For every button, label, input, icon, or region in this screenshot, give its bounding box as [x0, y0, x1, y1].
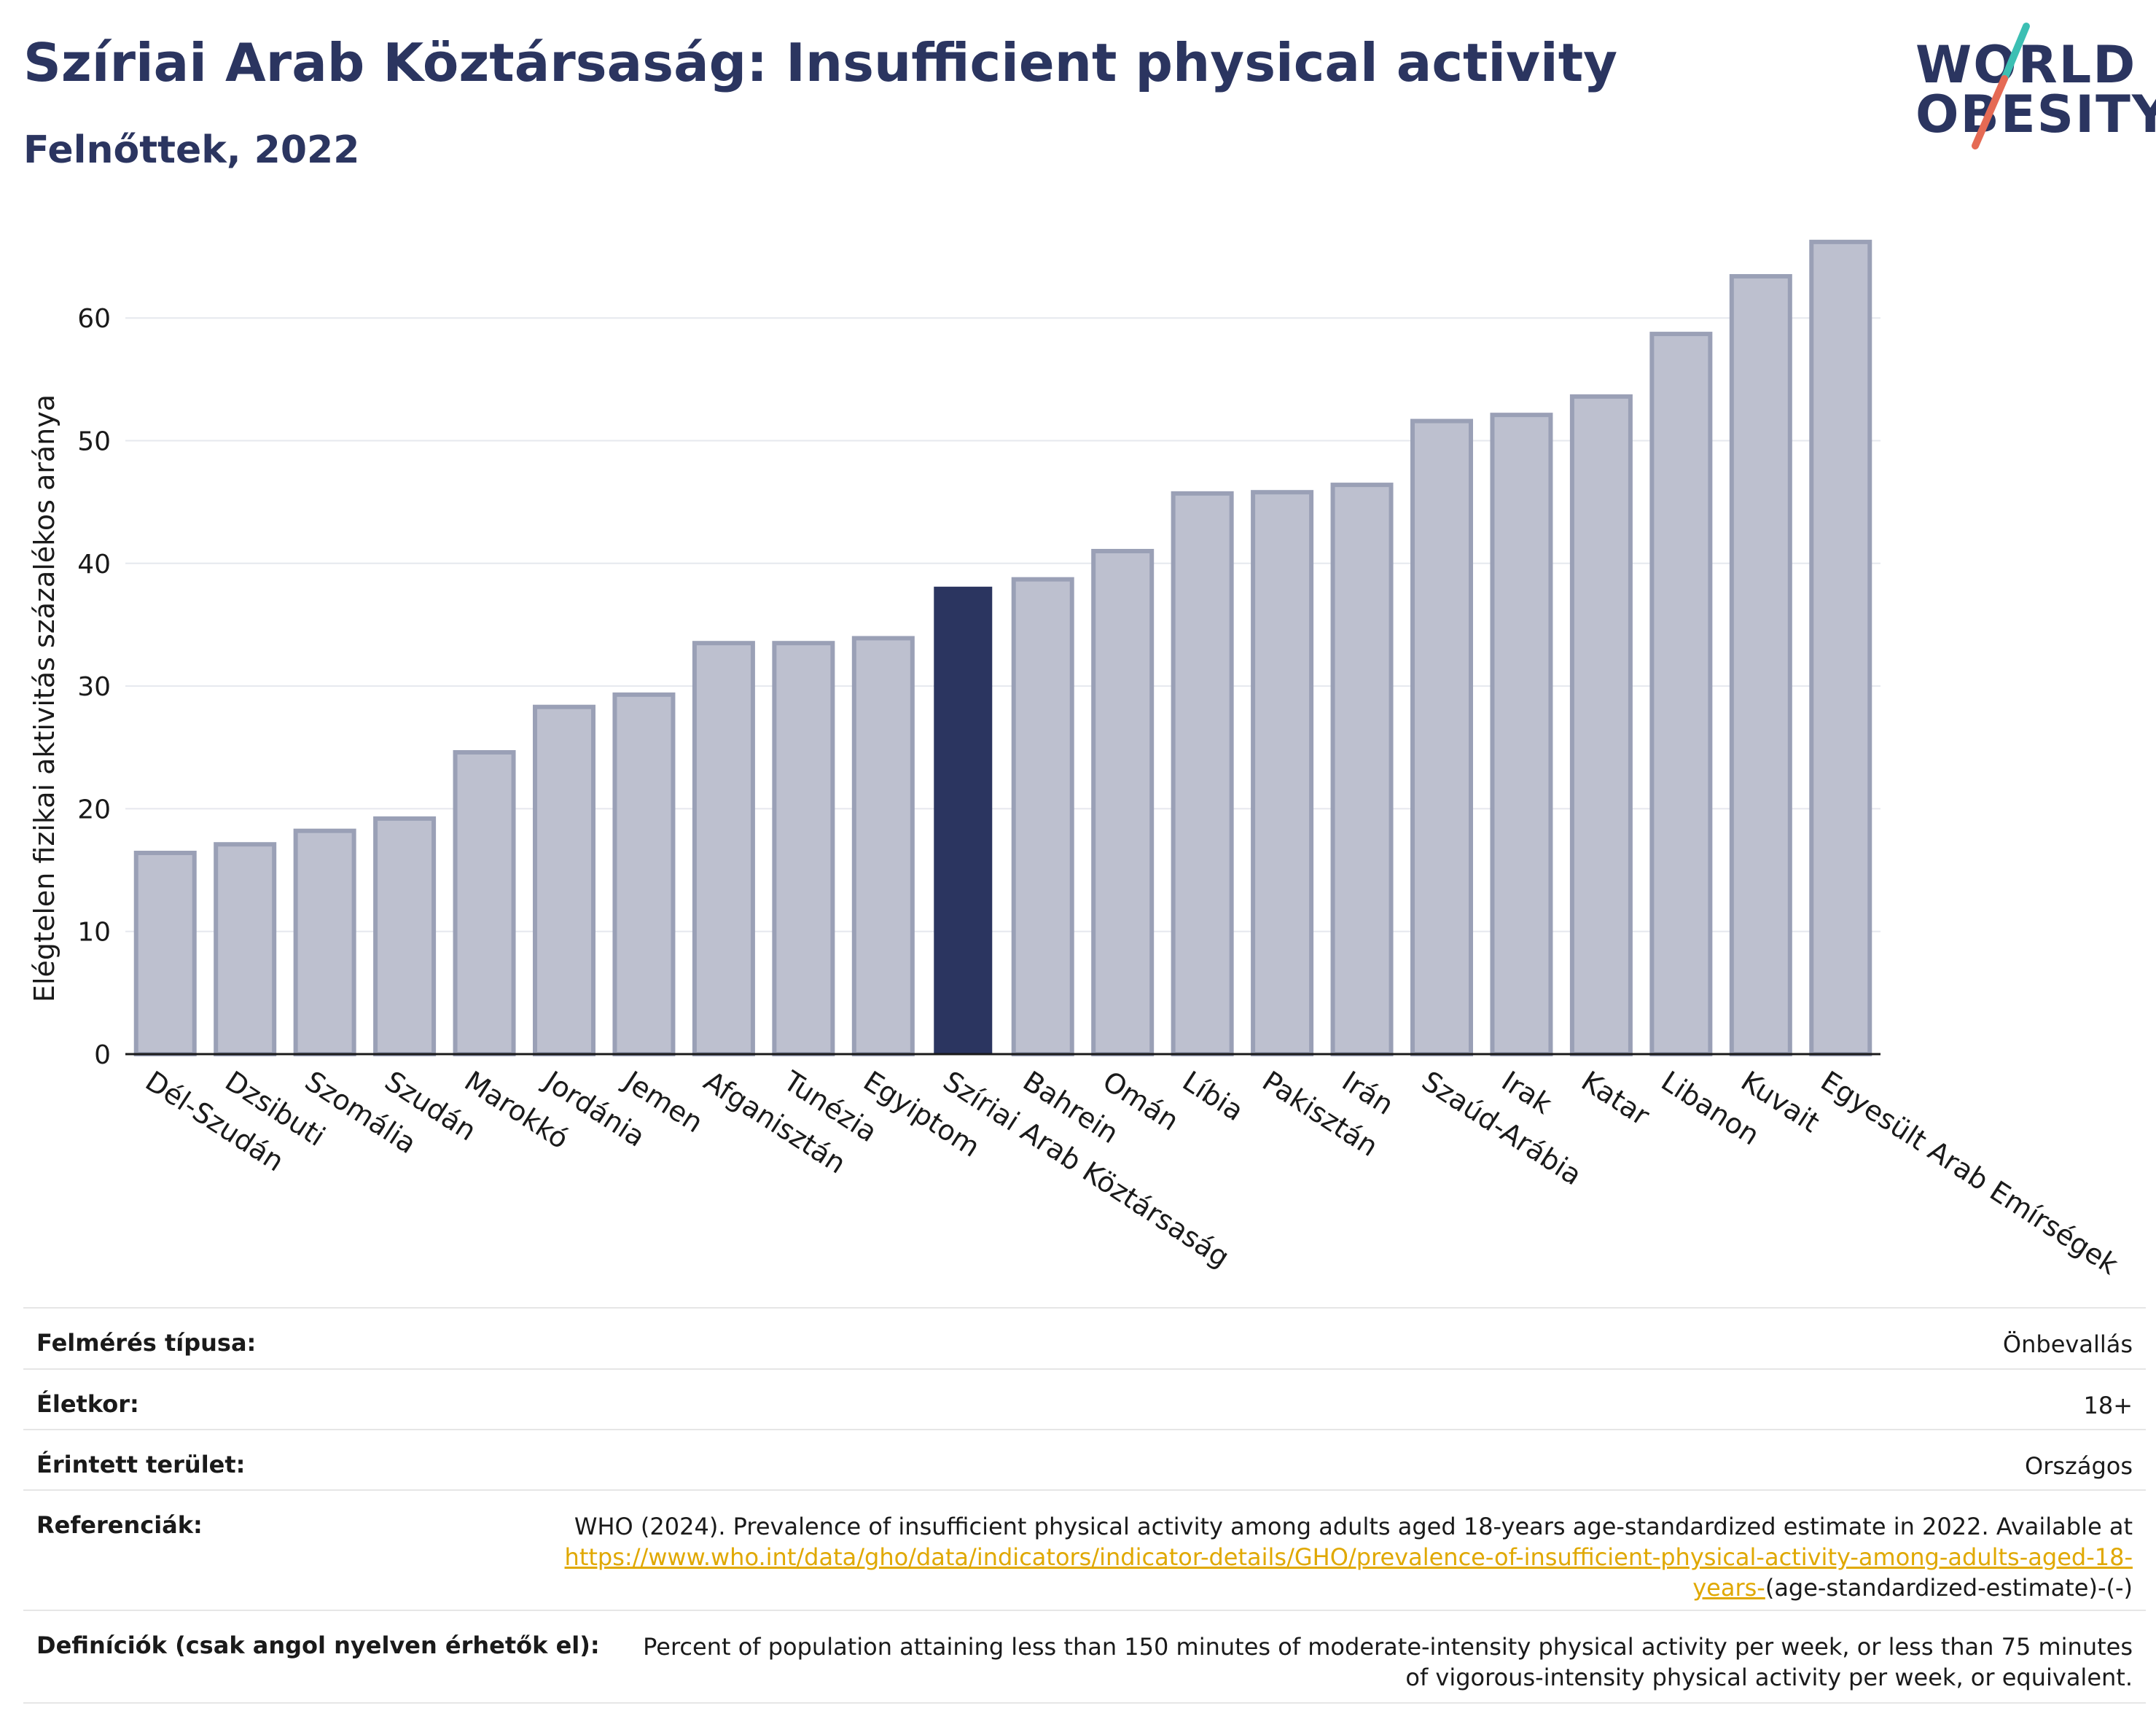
bar-16 — [1330, 483, 1394, 1056]
bar-21 — [1729, 273, 1792, 1056]
bar-10 — [851, 636, 915, 1056]
reference-text: WHO (2024). Prevalence of insufficient p… — [574, 1513, 2133, 1540]
meta-label: Érintett terület: — [36, 1451, 246, 1478]
y-tick-label: 50 — [77, 427, 111, 457]
meta-label: Referenciák: — [36, 1511, 203, 1539]
bar-5 — [453, 749, 516, 1057]
bar-11 — [934, 586, 993, 1054]
logo-slash-icon — [1972, 23, 2030, 149]
x-tick-label: Líbia — [1177, 1065, 1249, 1128]
bars — [133, 239, 1872, 1057]
metadata-table: Felmérés típusa: Önbevallás Életkor: 18+… — [23, 1307, 2146, 1704]
y-tick-label: 10 — [77, 918, 111, 948]
bar-13 — [1091, 548, 1155, 1056]
meta-value: Percent of population attaining less tha… — [643, 1633, 2133, 1691]
chart-title: Szíriai Arab Köztársaság: Insufficient p… — [23, 32, 1618, 93]
meta-value: WHO (2024). Prevalence of insufficient p… — [544, 1511, 2133, 1603]
bar-20 — [1649, 332, 1713, 1057]
bar-3 — [293, 828, 356, 1056]
meta-label: Definíciók (csak angol nyelven érhetők e… — [36, 1631, 600, 1659]
bar-17 — [1410, 418, 1473, 1056]
x-tick-label: Egyesült Arab Emírségek — [1815, 1065, 2124, 1281]
meta-label: Életkor: — [36, 1390, 139, 1418]
meta-value: Országos — [2025, 1452, 2133, 1480]
y-tick-label: 40 — [77, 550, 111, 580]
bar-18 — [1490, 413, 1553, 1056]
chart-subtitle: Felnőttek, 2022 — [23, 128, 360, 172]
meta-value: Önbevallás — [2002, 1330, 2133, 1358]
meta-row-definitions: Definíciók (csak angol nyelven érhetők e… — [23, 1610, 2146, 1702]
bar-15 — [1251, 490, 1314, 1056]
reference-tail: (age-standardized-estimate)-(-) — [1765, 1574, 2133, 1602]
y-tick-label: 0 — [94, 1040, 111, 1070]
bar-1 — [133, 850, 197, 1057]
bar-22 — [1809, 239, 1872, 1056]
meta-row-area: Érintett terület: Országos — [23, 1429, 2146, 1489]
meta-label: Felmérés típusa: — [36, 1329, 257, 1357]
bar-8 — [692, 641, 755, 1056]
bar-2 — [214, 842, 277, 1057]
meta-table-end — [23, 1702, 2146, 1704]
logo-line-1: WORLD — [1915, 35, 2137, 95]
bar-chart: 0102030405060Dél-SzudánDzsibutiSzomáliaS… — [28, 239, 2124, 1281]
x-tick-label: Katar — [1576, 1065, 1655, 1132]
bar-4 — [373, 816, 437, 1056]
bar-9 — [772, 641, 835, 1056]
world-obesity-logo: WORLD OBESITY — [1902, 20, 2156, 159]
y-axis-label: Elégtelen fizikai aktivitás százalékos a… — [28, 394, 60, 1002]
meta-value: 18+ — [2083, 1392, 2133, 1419]
y-tick-label: 20 — [77, 795, 111, 824]
bar-14 — [1171, 491, 1234, 1056]
y-tick-label: 30 — [77, 672, 111, 702]
bar-19 — [1569, 394, 1633, 1056]
bar-6 — [533, 704, 595, 1056]
meta-row-age: Életkor: 18+ — [23, 1368, 2146, 1429]
meta-row-references: Referenciák: WHO (2024). Prevalence of i… — [23, 1489, 2146, 1610]
bar-12 — [1011, 577, 1074, 1056]
y-tick-label: 60 — [77, 304, 111, 334]
bar-7 — [612, 692, 676, 1056]
meta-row-survey-type: Felmérés típusa: Önbevallás — [23, 1307, 2146, 1368]
logo-line-2: OBESITY — [1915, 85, 2156, 144]
reference-link[interactable]: https://www.who.int/data/gho/data/indica… — [564, 1543, 2133, 1602]
